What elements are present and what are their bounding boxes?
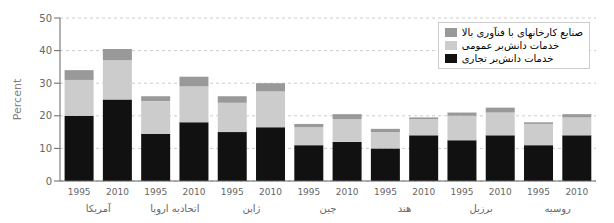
svg-text:ژاپن: ژاپن [242,203,260,215]
svg-text:1995: 1995 [144,187,167,197]
svg-text:2010: 2010 [259,187,282,197]
svg-text:1995: 1995 [451,187,474,197]
svg-text:Percent: Percent [11,78,24,120]
svg-text:10: 10 [39,143,52,154]
svg-text:0: 0 [46,176,52,187]
svg-text:روسیه: روسیه [545,203,572,215]
svg-text:چین: چین [320,203,337,214]
svg-text:1995: 1995 [297,187,320,197]
svg-text:آمریکا: آمریکا [86,202,112,214]
html-text:خدمات دانش‌بر عمومی: خدمات دانش‌بر عمومی [461,40,560,51]
html-text:خدمات دانش‌بر تجاری: خدمات دانش‌بر تجاری [461,53,554,64]
svg-text:2010: 2010 [489,187,512,197]
svg-text:برزیل: برزیل [469,203,493,214]
svg-text:1995: 1995 [527,187,550,197]
svg-text:هند: هند [398,203,412,214]
svg-text:40: 40 [39,45,52,56]
svg-text:1995: 1995 [68,187,91,197]
svg-text:اتحادیه اروپا: اتحادیه اروپا [150,203,199,215]
html-text:صنایع کارخانهای با فنآوری بالا: صنایع کارخانهای با فنآوری بالا [461,27,583,38]
svg-text:2010: 2010 [412,187,435,197]
svg-text:2010: 2010 [106,187,129,197]
svg-text:1995: 1995 [221,187,244,197]
svg-text:50: 50 [39,13,52,24]
svg-text:30: 30 [39,78,52,89]
svg-text:2010: 2010 [336,187,359,197]
svg-text:20: 20 [39,110,52,121]
svg-text:2010: 2010 [183,187,206,197]
svg-text:1995: 1995 [374,187,397,197]
svg-text:2010: 2010 [565,187,588,197]
